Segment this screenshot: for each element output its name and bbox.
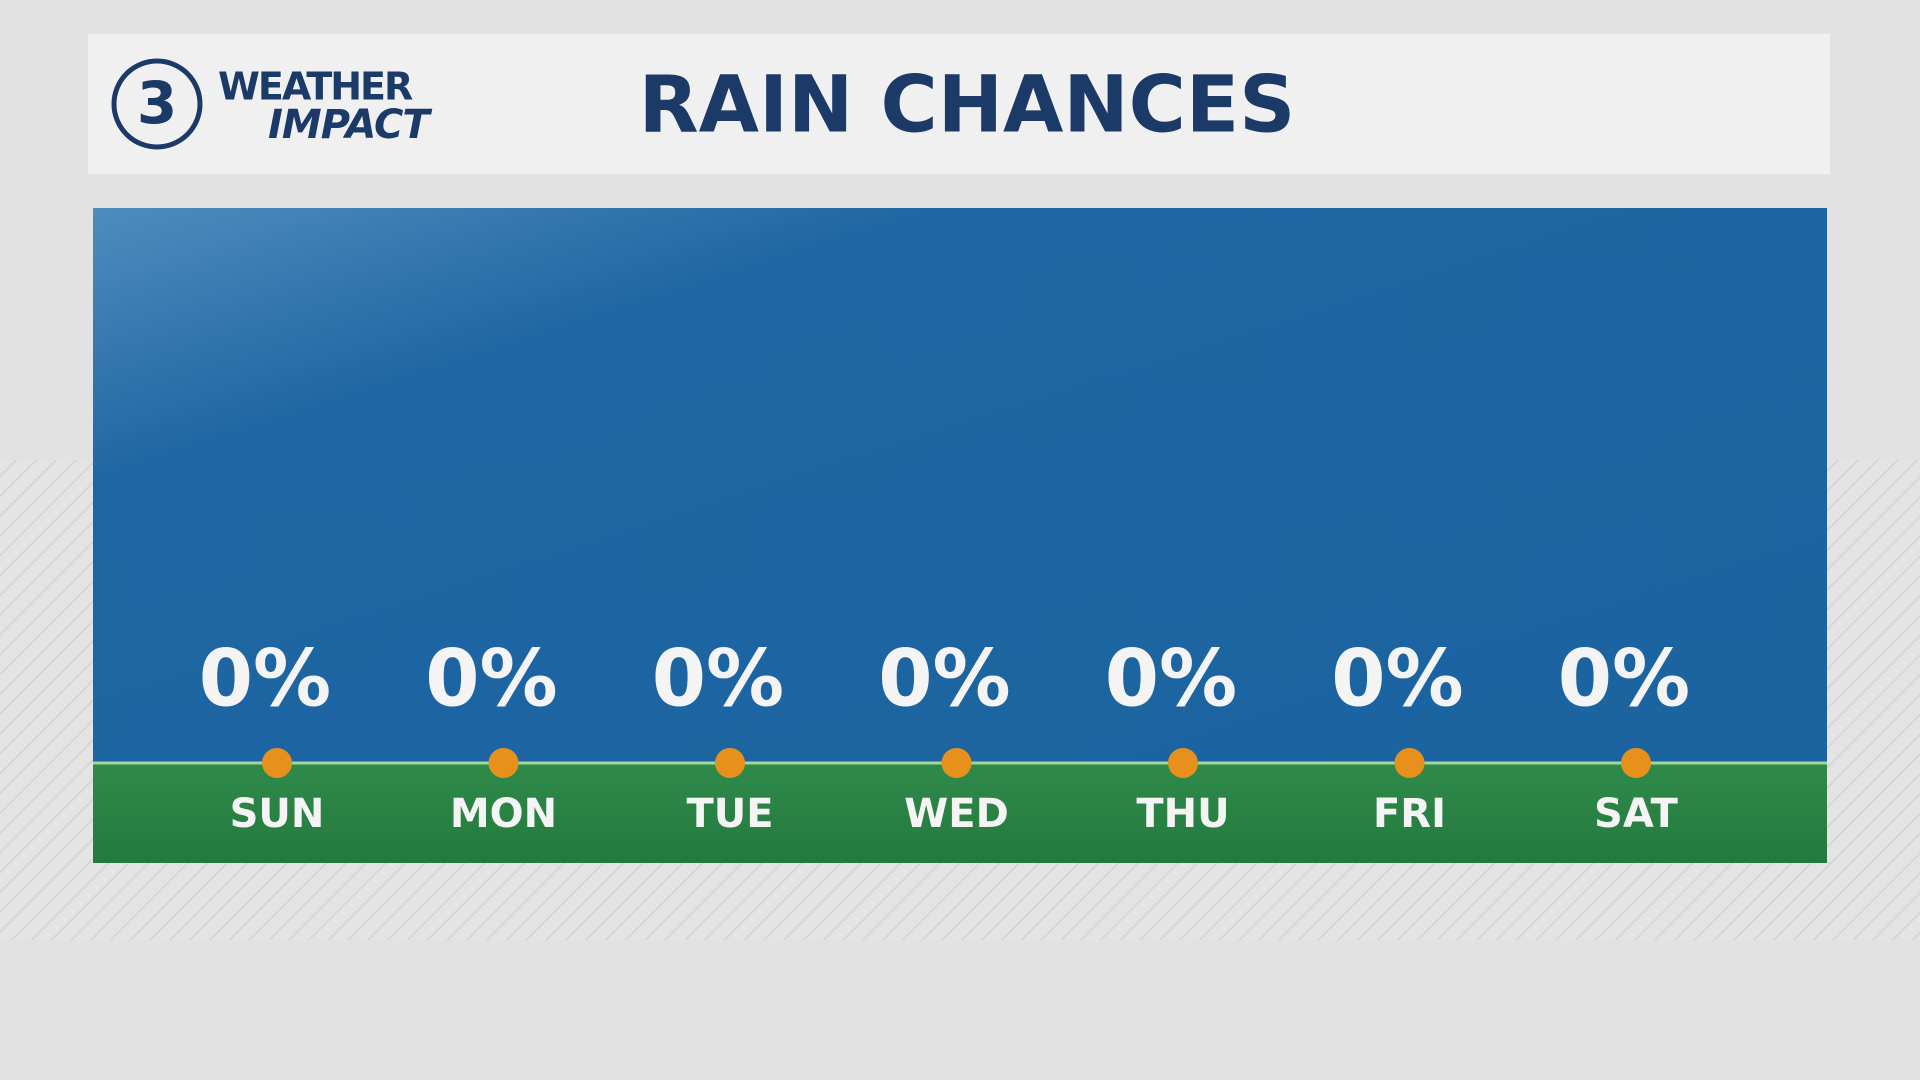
logo-circle (111, 58, 203, 150)
day-label: FRI (1373, 791, 1446, 837)
rain-dot (1394, 748, 1425, 778)
day-label: THU (1136, 791, 1229, 837)
rain-dot (941, 748, 972, 778)
ground-band (93, 763, 1827, 863)
rain-dot (262, 748, 292, 778)
value-label: 0% (425, 634, 557, 724)
value-label: 0% (1331, 634, 1463, 724)
value-label: 0% (652, 634, 784, 724)
value-label: 0% (199, 634, 331, 724)
rain-dot (715, 748, 745, 778)
day-label: TUE (686, 791, 773, 837)
day-label: SUN (230, 791, 325, 837)
value-label: 0% (1105, 634, 1237, 724)
value-label: 0% (1558, 634, 1690, 724)
rain-dot (1621, 748, 1651, 778)
logo-line1: WEATHER (218, 65, 413, 109)
day-label: MON (450, 791, 557, 837)
rain-dot (488, 748, 519, 778)
header-box (88, 34, 1830, 174)
rain-dot (1168, 748, 1198, 778)
chart-title: RAIN CHANCES (639, 60, 1296, 150)
sky-panel (93, 208, 1827, 764)
day-label: WED (904, 791, 1009, 837)
value-label: 0% (878, 634, 1010, 724)
logo-line2: IMPACT (268, 102, 432, 148)
day-label: SAT (1594, 791, 1679, 837)
logo-number: 3 (137, 69, 177, 137)
